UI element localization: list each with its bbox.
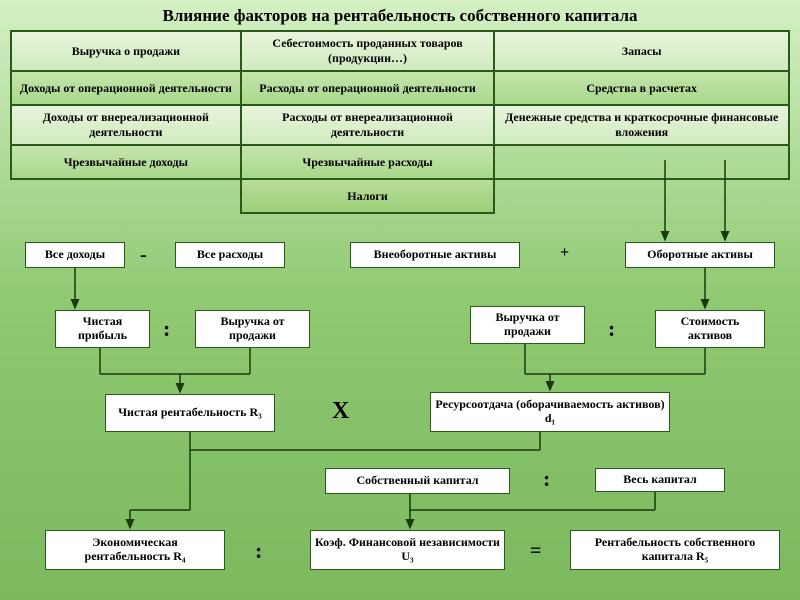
node-n12: Весь капитал — [595, 468, 725, 492]
cell-r1c1: Расходы от операционной деятельности — [241, 71, 495, 105]
cell-r3c2 — [494, 145, 789, 179]
operator-o5: X — [332, 398, 349, 425]
node-n4: Оборотные активы — [625, 242, 775, 268]
node-n15: Рентабельность собственного капитала R₅ — [570, 530, 780, 570]
cell-r0c1: Себестоимость проданных товаров (продукц… — [241, 31, 495, 71]
node-n5: Чистая прибыль — [55, 310, 150, 348]
factors-table: Выручка о продажи Себестоимость проданны… — [10, 30, 790, 214]
node-n6: Выручка от продажи — [195, 310, 310, 348]
operator-o2: + — [560, 244, 569, 262]
cell-r1c2: Средства в расчетах — [494, 71, 789, 105]
node-n1: Все доходы — [25, 242, 125, 268]
node-n2: Все расходы — [175, 242, 285, 268]
node-n7: Выручка от продажи — [470, 306, 585, 344]
cell-r3c1: Чрезвычайные расходы — [241, 145, 495, 179]
cell-r4c1: Налоги — [241, 179, 495, 213]
cell-r0c0: Выручка о продажи — [11, 31, 241, 71]
node-n9: Чистая рентабельность R₃ — [105, 394, 275, 432]
operator-o8: = — [530, 540, 541, 563]
operator-o6: : — [543, 466, 550, 492]
cell-r4c2 — [494, 179, 789, 213]
node-n11: Собственный капитал — [325, 468, 510, 494]
operator-o7: : — [255, 538, 262, 564]
node-n14: Коэф. Финансовой независимости U₃ — [310, 530, 505, 570]
diagram-title: Влияние факторов на рентабельность собст… — [0, 0, 800, 30]
node-n3: Внеоборотные активы — [350, 242, 520, 268]
node-n10: Ресурсоотдача (оборачиваемость активов) … — [430, 392, 670, 432]
cell-r3c0: Чрезвычайные доходы — [11, 145, 241, 179]
operator-o1: - — [140, 244, 147, 267]
node-n8: Стоимость активов — [655, 310, 765, 348]
cell-r0c2: Запасы — [494, 31, 789, 71]
cell-r1c0: Доходы от операционной деятельности — [11, 71, 241, 105]
operator-o3: : — [163, 316, 170, 342]
cell-r2c2: Денежные средства и краткосрочные финанс… — [494, 105, 789, 145]
node-n13: Экономическая рентабельность R₄ — [45, 530, 225, 570]
cell-r4c0 — [11, 179, 241, 213]
cell-r2c0: Доходы от внереализационной деятельности — [11, 105, 241, 145]
operator-o4: : — [608, 316, 615, 342]
cell-r2c1: Расходы от внереализационной деятельност… — [241, 105, 495, 145]
